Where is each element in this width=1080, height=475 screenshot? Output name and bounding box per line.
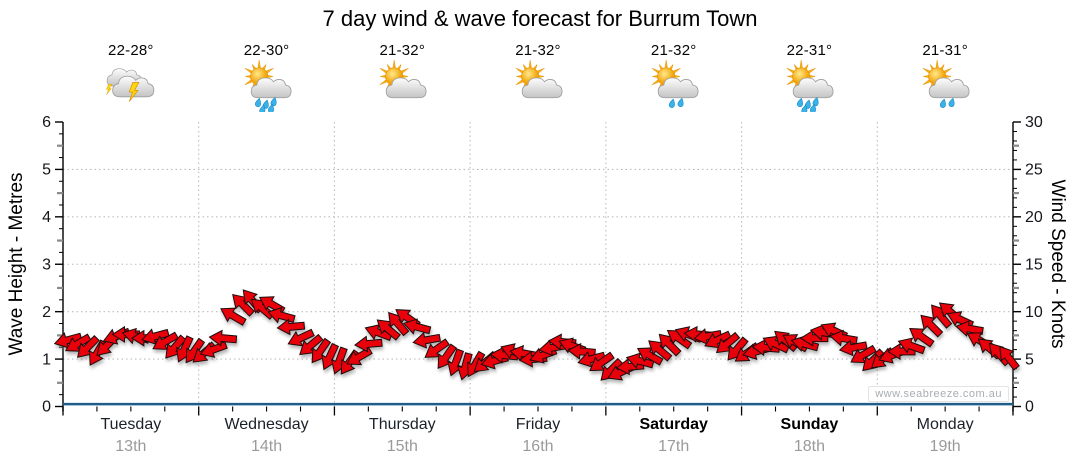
svg-text:30: 30 — [1025, 114, 1043, 131]
day-name: Monday — [916, 416, 974, 433]
day-name: Tuesday — [100, 416, 162, 433]
svg-text:10: 10 — [1025, 304, 1043, 321]
svg-text:1: 1 — [42, 351, 51, 368]
temp-range: 22-28° — [108, 42, 154, 59]
svg-text:20: 20 — [1025, 209, 1043, 226]
storm-icon — [66, 60, 196, 112]
watermark-link[interactable]: www.seabreeze.com.au — [868, 386, 1009, 402]
temp-range: 21-32° — [515, 42, 561, 59]
svg-text:5: 5 — [42, 162, 51, 179]
svg-text:4: 4 — [42, 209, 51, 226]
page-title: 7 day wind & wave forecast for Burrum To… — [322, 6, 758, 31]
svg-text:15: 15 — [1025, 256, 1043, 273]
rain-showers-icon — [744, 60, 874, 112]
day-label-thursday: Thursday 15th — [327, 416, 477, 456]
temp-range: 21-31° — [922, 42, 968, 59]
wind-arrow-series — [53, 289, 1020, 381]
day-label-wednesday: Wednesday 14th — [192, 416, 342, 456]
svg-text:6: 6 — [42, 114, 51, 131]
day-date: 19th — [929, 438, 961, 455]
light-showers-icon — [880, 60, 1010, 112]
day-name: Saturday — [639, 416, 708, 433]
svg-text:25: 25 — [1025, 162, 1043, 179]
day-date: 13th — [115, 438, 147, 455]
day-header-saturday: 21-32° — [609, 42, 739, 112]
day-label-monday: Monday 19th — [870, 416, 1020, 456]
temp-range: 22-31° — [786, 42, 833, 59]
day-header-monday: 21-31° — [880, 42, 1010, 112]
day-date: 16th — [522, 438, 554, 455]
day-label-saturday: Saturday 17th — [599, 416, 749, 456]
day-name: Thursday — [368, 416, 436, 433]
svg-text:3: 3 — [42, 256, 51, 273]
day-date: 14th — [250, 438, 283, 455]
day-date: 15th — [386, 438, 418, 455]
day-date: 17th — [658, 438, 690, 455]
day-label-tuesday: Tuesday 13th — [56, 416, 206, 456]
day-name: Friday — [515, 416, 561, 433]
rain-showers-icon — [202, 60, 332, 112]
day-header-wednesday: 22-30° — [202, 42, 332, 112]
day-name: Wednesday — [224, 416, 309, 433]
day-header-thursday: 21-32° — [337, 42, 467, 112]
temp-range: 21-32° — [379, 42, 426, 59]
temp-range: 22-30° — [243, 42, 290, 59]
svg-text:5: 5 — [1025, 351, 1034, 368]
partly-cloudy-icon — [337, 60, 467, 112]
svg-text:2: 2 — [42, 304, 51, 321]
day-label-sunday: Sunday 18th — [734, 416, 884, 456]
day-date: 18th — [793, 438, 825, 455]
svg-text:0: 0 — [1025, 399, 1034, 416]
day-name: Sunday — [780, 416, 839, 433]
day-header-tuesday: 22-28° — [66, 42, 196, 112]
svg-text:0: 0 — [42, 399, 51, 416]
light-showers-icon — [609, 60, 739, 112]
partly-cloudy-icon — [473, 60, 603, 112]
day-header-friday: 21-32° — [473, 42, 603, 112]
temp-range: 21-32° — [650, 42, 697, 59]
day-label-friday: Friday 16th — [463, 416, 613, 456]
day-header-sunday: 22-31° — [744, 42, 874, 112]
